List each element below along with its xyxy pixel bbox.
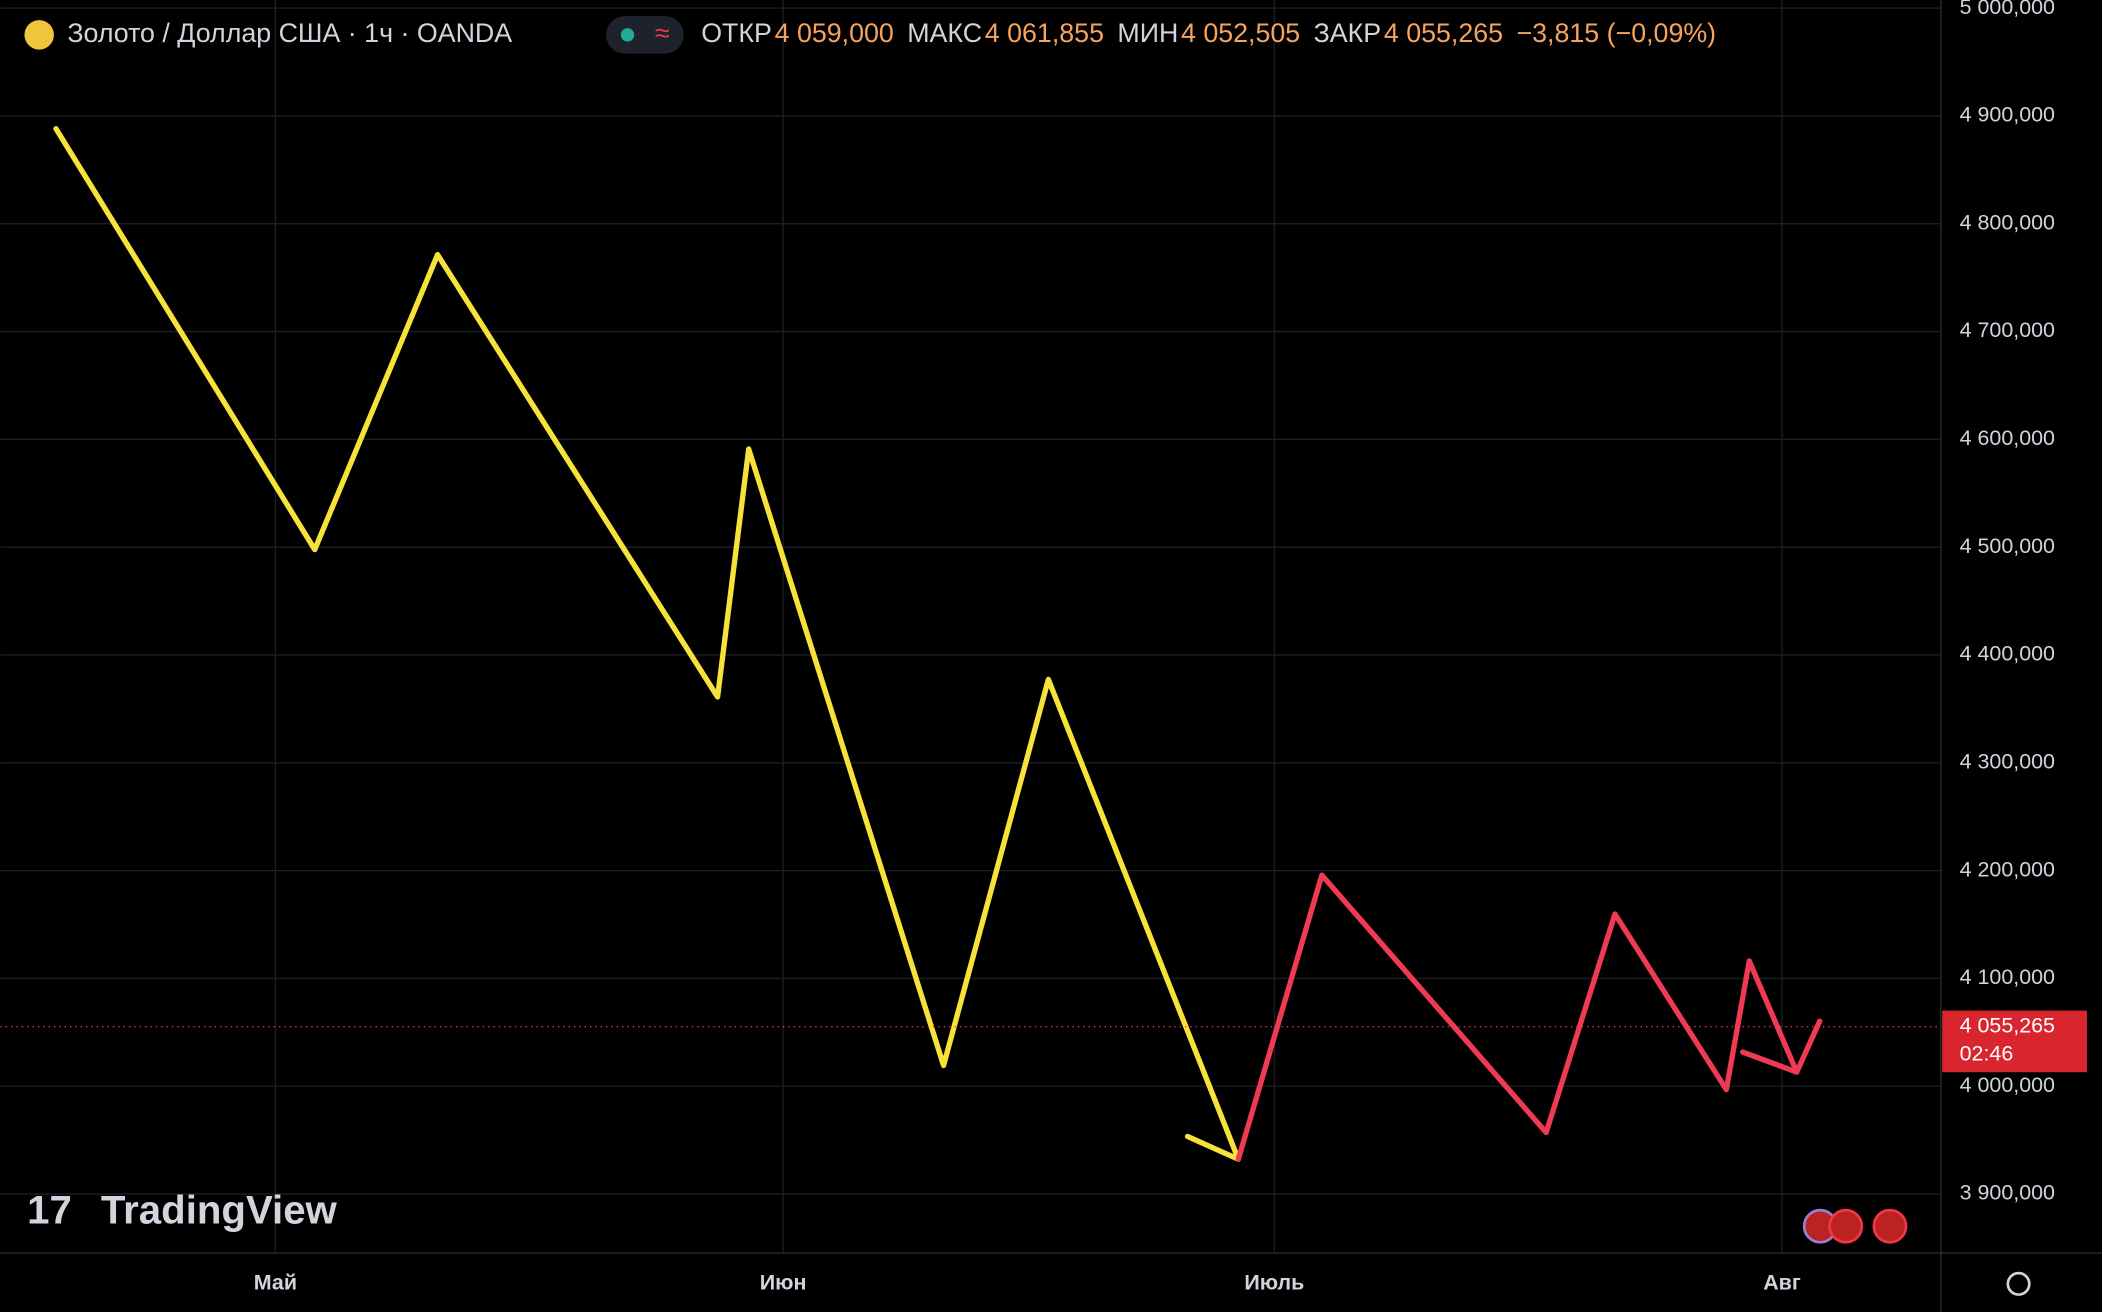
stat-label: МИН bbox=[1117, 18, 1178, 48]
stat-label: МАКС bbox=[907, 18, 982, 48]
labels: 3 900,000 4 000,000 4 100,000 4 200,000 4 30… bbox=[254, 0, 2087, 1295]
stat-label: ОТКР bbox=[701, 18, 772, 48]
zigzag-line bbox=[1235, 872, 1823, 1162]
y-tick-label: 3 900,000 bbox=[1960, 1181, 2055, 1205]
settings-button[interactable] bbox=[2006, 1271, 2031, 1296]
stat-label: ЗАКР bbox=[1314, 18, 1382, 48]
y-tick-label: 4 900,000 bbox=[1960, 103, 2055, 127]
y-tick-label: 4 700,000 bbox=[1960, 318, 2055, 342]
symbol-icon bbox=[24, 20, 54, 50]
market-status bbox=[620, 28, 635, 42]
ohlc: ОТКР 4 059,000 МАКС 4 061,855 МИН 4 052,505 ЗА… bbox=[701, 18, 1716, 48]
event-icon[interactable] bbox=[1828, 1208, 1864, 1244]
watermark: TradingView bbox=[101, 1187, 338, 1232]
stat-value: 4 055,265 bbox=[1384, 18, 1503, 48]
status-pill bbox=[606, 16, 684, 54]
status-icon: ≈ bbox=[655, 18, 670, 48]
y-tick-label: 4 500,000 bbox=[1960, 534, 2055, 558]
watermark-logo: 17 bbox=[27, 1187, 72, 1232]
symbol-title: Золото / Доллар США · 1ч · OANDA bbox=[67, 18, 512, 48]
x-tick-label: Май bbox=[254, 1271, 297, 1295]
last-price-box bbox=[1942, 1010, 2087, 1073]
zigzag-line bbox=[53, 126, 1242, 1162]
y-tick-label: 4 600,000 bbox=[1960, 426, 2055, 450]
y-tick-label: 4 800,000 bbox=[1960, 210, 2055, 234]
x-tick-label: Авг bbox=[1763, 1271, 1801, 1295]
event-icon[interactable] bbox=[1872, 1208, 1908, 1244]
y-tick-label: 4 100,000 bbox=[1960, 965, 2055, 989]
y-tick-label: 4 200,000 bbox=[1960, 857, 2055, 881]
price-change: −3,815 (−0,09%) bbox=[1516, 18, 1716, 48]
stat-value: 4 052,505 bbox=[1181, 18, 1300, 48]
grid bbox=[0, 0, 1941, 1254]
drawings bbox=[0, 126, 1941, 1162]
y-tick-label: 4 300,000 bbox=[1960, 749, 2055, 773]
y-tick-label: 5 000,000 bbox=[1960, 0, 2055, 19]
countdown: 02:46 bbox=[1960, 1041, 2014, 1065]
x-tick-label: Июль bbox=[1244, 1271, 1304, 1295]
stat-value: 4 061,855 bbox=[985, 18, 1104, 48]
y-tick-label: 4 400,000 bbox=[1960, 642, 2055, 666]
x-tick-label: Июн bbox=[760, 1271, 807, 1295]
last-price-label: 4 055,265 bbox=[1960, 1013, 2055, 1037]
stat-value: 4 059,000 bbox=[775, 18, 894, 48]
y-tick-label: 4 000,000 bbox=[1960, 1073, 2055, 1097]
